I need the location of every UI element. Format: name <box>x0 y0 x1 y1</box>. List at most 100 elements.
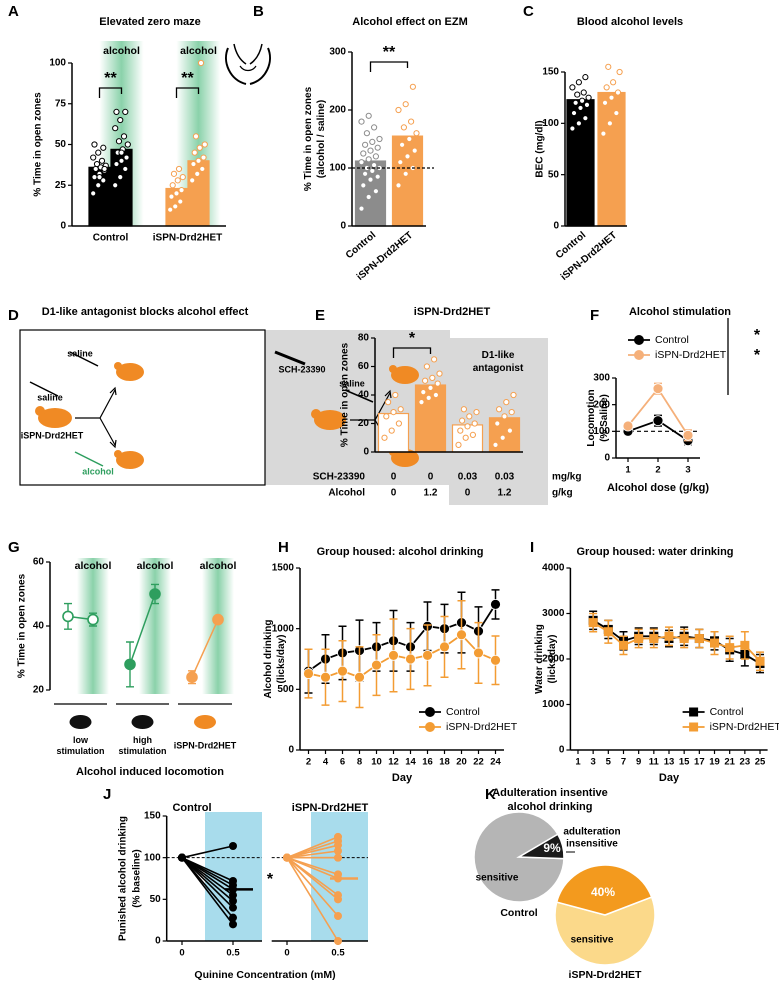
x-tick-label: 3 <box>685 465 690 476</box>
pair-line <box>191 619 219 678</box>
data-point <box>503 399 510 406</box>
x-tick-label: 20 <box>456 757 467 768</box>
data-point <box>354 671 365 683</box>
pair-line <box>181 857 234 925</box>
chart-title: Group housed: alcohol drinking <box>317 546 484 558</box>
shaded-label: D1-like <box>482 350 515 361</box>
pie-label: Control <box>500 907 537 919</box>
pair-line <box>286 857 339 917</box>
y-axis-label: (% Saline) <box>599 394 610 442</box>
data-point <box>117 174 124 181</box>
data-point <box>570 109 578 117</box>
data-point <box>575 120 582 127</box>
diagram-label: saline <box>67 348 93 358</box>
x-tick-label: 6 <box>340 757 345 768</box>
significance-bracket <box>175 87 200 98</box>
data-point <box>399 141 406 148</box>
data-point <box>229 903 237 912</box>
data-point <box>62 610 74 623</box>
data-point <box>334 853 342 862</box>
data-point <box>395 106 402 114</box>
y-tick-label: 2000 <box>542 654 565 665</box>
pie-slice <box>555 864 653 916</box>
y-axis-label: % Time in open zones <box>303 86 314 191</box>
y-tick-label: 100 <box>542 118 559 129</box>
data-point <box>634 634 644 644</box>
y-tick-label: 50 <box>150 894 162 905</box>
y-tick-label: 0 <box>155 936 161 947</box>
data-point <box>369 167 376 174</box>
y-tick-label: 3000 <box>542 608 565 619</box>
data-point <box>508 409 515 416</box>
data-point <box>405 653 416 665</box>
significance-label: ** <box>181 70 194 87</box>
x-axis-label: Quinine Concentration (mM) <box>194 969 335 981</box>
chart-title: Elevated zero maze <box>99 16 201 28</box>
data-point <box>601 99 609 106</box>
data-point <box>124 141 131 148</box>
data-point <box>113 160 120 168</box>
data-point <box>229 891 237 900</box>
data-point <box>395 420 402 427</box>
y-tick-label: 0 <box>340 221 346 232</box>
bar <box>187 160 210 227</box>
data-point <box>600 130 607 137</box>
y-axis-label: BEC (mg/dl) <box>535 120 546 177</box>
legend-label: iSPN-Drd2HET <box>446 721 518 733</box>
data-point <box>168 193 175 200</box>
x-tick-label: 1 <box>625 465 631 476</box>
data-point <box>367 147 374 154</box>
data-point <box>358 205 365 212</box>
data-point <box>123 154 130 161</box>
data-point <box>372 153 379 160</box>
data-point <box>574 91 581 98</box>
significance-label: * <box>754 347 761 364</box>
data-point <box>362 141 369 148</box>
data-point <box>422 377 429 384</box>
data-point <box>229 897 237 905</box>
row-value: 0 <box>465 488 471 499</box>
data-point <box>122 108 129 116</box>
significance-bracket <box>392 347 432 358</box>
diagram-label: SCH-23390 <box>278 364 325 374</box>
data-point <box>334 912 342 920</box>
bar <box>597 91 626 227</box>
row-value: 0.03 <box>458 472 478 483</box>
y-tick-label: 25 <box>55 180 67 191</box>
significance-label: * <box>409 330 416 347</box>
data-point <box>337 665 348 677</box>
data-point <box>362 170 369 177</box>
data-point <box>192 133 200 140</box>
panel-letter: H <box>278 539 289 556</box>
data-point <box>334 847 342 855</box>
x-tick-label: 14 <box>405 757 416 768</box>
pair-line <box>286 844 339 859</box>
data-point <box>420 389 427 396</box>
data-point <box>427 384 434 391</box>
legend-label: Control <box>655 334 689 346</box>
group-label: high <box>133 735 152 745</box>
pair-line <box>286 850 339 859</box>
data-point <box>459 417 466 424</box>
slice-label: sensitive <box>571 935 614 946</box>
x-axis-label: Alcohol dose (g/kg) <box>607 482 709 494</box>
data-point <box>122 165 129 173</box>
significance-bracket <box>98 87 123 98</box>
x-tick-label: Control <box>93 233 129 244</box>
data-point <box>229 913 237 922</box>
data-point <box>429 374 436 381</box>
data-point <box>582 74 589 81</box>
data-point <box>740 640 750 650</box>
data-point <box>360 150 367 157</box>
data-point <box>93 160 101 168</box>
data-point <box>397 406 404 413</box>
y-tick-label: 300 <box>329 47 346 58</box>
data-point <box>178 187 185 194</box>
x-tick-label: 0 <box>284 948 289 959</box>
x-tick-label: 11 <box>649 757 660 768</box>
data-point <box>177 198 184 205</box>
data-point <box>409 83 416 90</box>
data-point <box>92 165 99 173</box>
y-axis-label: (licks/day) <box>547 635 558 684</box>
bar <box>414 384 447 453</box>
